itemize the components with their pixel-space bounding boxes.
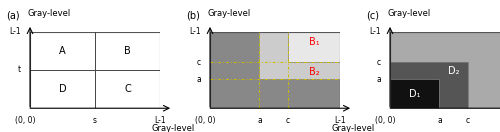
- Text: B₂: B₂: [308, 67, 320, 77]
- Text: c: c: [197, 58, 201, 67]
- Text: a: a: [257, 116, 262, 125]
- Text: Gray-level: Gray-level: [388, 9, 430, 18]
- Bar: [390, 79, 440, 108]
- Text: B: B: [124, 46, 131, 56]
- Text: Gray-level: Gray-level: [28, 9, 70, 18]
- Text: (a): (a): [6, 10, 20, 20]
- Text: Gray-level: Gray-level: [208, 9, 250, 18]
- Text: s: s: [93, 116, 97, 125]
- Text: A: A: [59, 46, 66, 56]
- Text: c: c: [377, 58, 381, 67]
- Text: (0, 0): (0, 0): [194, 116, 215, 125]
- Text: B₁: B₁: [308, 37, 320, 47]
- Text: c: c: [286, 116, 290, 125]
- Text: t: t: [18, 65, 21, 74]
- Text: a: a: [196, 75, 201, 84]
- Text: D₂: D₂: [448, 66, 460, 76]
- Bar: [288, 32, 340, 62]
- Text: L-1: L-1: [154, 116, 166, 125]
- Text: c: c: [466, 116, 470, 125]
- Bar: [288, 32, 340, 62]
- Text: D₁: D₁: [409, 89, 420, 99]
- Bar: [260, 32, 340, 79]
- Text: a: a: [376, 75, 381, 84]
- Text: L-1: L-1: [190, 27, 201, 36]
- Bar: [390, 62, 468, 108]
- Bar: [390, 79, 440, 108]
- Text: Gray-level: Gray-level: [332, 124, 374, 132]
- Text: C: C: [124, 84, 131, 94]
- Text: Gray-level: Gray-level: [152, 124, 194, 132]
- Text: (0, 0): (0, 0): [374, 116, 395, 125]
- Text: L-1: L-1: [10, 27, 21, 36]
- Text: (c): (c): [366, 10, 380, 20]
- Text: D: D: [58, 84, 66, 94]
- Bar: [390, 62, 468, 108]
- Text: L-1: L-1: [370, 27, 381, 36]
- Text: a: a: [437, 116, 442, 125]
- Text: L-1: L-1: [334, 116, 346, 125]
- Text: (b): (b): [186, 10, 200, 20]
- Text: (0, 0): (0, 0): [14, 116, 35, 125]
- Bar: [260, 32, 340, 79]
